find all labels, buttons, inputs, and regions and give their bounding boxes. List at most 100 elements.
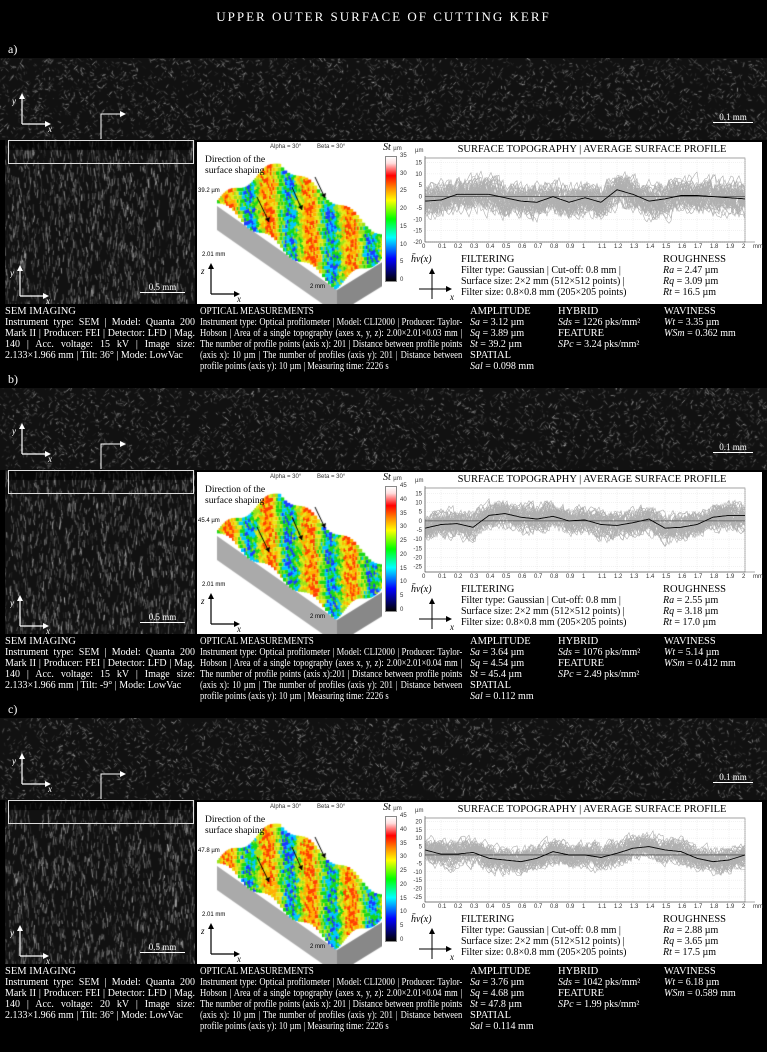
parameter: Rq = 3.09 µm: [663, 276, 719, 287]
hybrid-block: HYBRID Sds = 1042 pks/mm² FEATURE SPc = …: [558, 966, 641, 1010]
axes-icon: z x: [201, 593, 241, 632]
x-tick-label: 1.2: [614, 904, 623, 910]
measurement-panel: Alpha = 30° Beta = 30° Direction of the …: [197, 142, 763, 304]
y-tick-label: -10: [413, 537, 422, 543]
direction-label: Direction of the surface shaping: [205, 485, 266, 506]
x-tick-label: 0.4: [486, 904, 495, 910]
x-tick-label: 1.1: [598, 904, 607, 910]
svg-text:x: x: [45, 956, 50, 964]
x-tick-label: 2: [742, 574, 746, 580]
x-tick-label: 0.2: [454, 904, 463, 910]
colorbar-tick: 40: [400, 496, 407, 503]
parameter: Wt = 5.14 µm: [664, 647, 720, 658]
axes-icon: y x: [10, 265, 50, 304]
parameter: Rq = 3.65 µm: [663, 936, 719, 947]
direction-label: Direction of the surface shaping: [205, 815, 266, 836]
sem-strip-image: [0, 718, 767, 800]
x-tick-label: 1.1: [598, 244, 607, 250]
x-tick-label: 1.7: [694, 904, 703, 910]
colorbar-gradient: [385, 816, 397, 942]
surface-3d-image: [197, 142, 382, 304]
y-tick-label: -20: [413, 887, 422, 893]
colorbar-tick: 45: [400, 813, 407, 819]
y-tick-label: 0: [419, 853, 423, 859]
x-tick-label: 1.7: [694, 244, 703, 250]
x-tick-label: 1.2: [614, 244, 623, 250]
width-label: 2.01 mm: [202, 582, 226, 588]
y-tick-label: -5: [417, 206, 423, 212]
x-tick-label: 1.5: [662, 904, 671, 910]
y-tick-label: -15: [413, 229, 422, 235]
profile-trace: [424, 837, 746, 871]
x-tick-label: 0.8: [550, 574, 559, 580]
x-tick-label: 1.8: [710, 904, 719, 910]
x-tick-label: 1: [582, 574, 586, 580]
colorbar-tick: 35: [400, 510, 407, 517]
x-tick-label: 0.1: [438, 244, 447, 250]
hybrid-block: HYBRID Sds = 1226 pks/mm² FEATURE SPc = …: [558, 306, 641, 350]
beta-label: Beta = 30°: [317, 144, 346, 150]
sem-imaging-block: SEM IMAGING Instrument type: SEM | Model…: [5, 306, 195, 361]
y-tick-label: 10: [415, 501, 422, 507]
height-label: 45.4 µm: [198, 518, 220, 524]
x-tick-label: 0: [422, 904, 426, 910]
sem-image: [5, 799, 195, 964]
colorbar-unit: µm: [393, 476, 402, 482]
y-tick-label: -5: [417, 528, 423, 534]
optical-block: OPTICAL MEASUREMENTS Instrument type: Op…: [200, 306, 463, 372]
measurement-panel: Alpha = 30° Beta = 30° Direction of the …: [197, 472, 763, 634]
height-label: 47.8 µm: [198, 848, 220, 854]
x-tick-label: 1.4: [646, 244, 655, 250]
x-tick-label: 0.3: [470, 244, 479, 250]
colorbar-symbol: St: [383, 142, 391, 153]
svg-text:x: x: [449, 622, 454, 631]
colorbar-tick: 10: [400, 579, 407, 586]
x-tick-label: 0.3: [470, 904, 479, 910]
parameter: Ra = 2.88 µm: [663, 925, 719, 936]
average-profile-line: [424, 513, 745, 529]
average-profile-line: [424, 189, 746, 203]
length-label: 2 mm: [310, 614, 325, 620]
y-tick-label: -20: [413, 555, 422, 561]
colorbar-tick: 25: [400, 538, 407, 545]
sem-scale-bar: 0.5 mm: [140, 942, 185, 953]
chart-y-unit: µm: [415, 808, 424, 814]
colorbar-tick: 5: [400, 923, 404, 930]
x-tick-label: 1.3: [630, 574, 639, 580]
chart-title: SURFACE TOPOGRAPHY | AVERAGE SURFACE PRO…: [457, 474, 727, 485]
profile-trace: [424, 177, 746, 219]
x-tick-label: 0.8: [550, 244, 559, 250]
x-tick-label: 1.3: [630, 244, 639, 250]
parameter: St = 47.8 µm: [470, 999, 522, 1010]
amplitude-block: AMPLITUDE Sa = 3.64 µm Sq = 4.54 µm St = 4…: [470, 636, 534, 702]
y-tick-label: -25: [413, 565, 422, 571]
x-tick-label: 2: [742, 904, 746, 910]
filtering-block: FILTERING Filter type: Gaussian | Cut-of…: [461, 584, 627, 628]
arrow-icon: [100, 441, 126, 470]
svg-text:x: x: [236, 294, 241, 302]
sem-imaging-block: SEM IMAGING Instrument type: SEM | Model…: [5, 636, 195, 691]
y-tick-label: 20: [415, 819, 422, 825]
parameter: WSm = 0.362 mm: [664, 328, 736, 339]
profile-trace: [424, 835, 746, 874]
parameter: Sa = 3.12 µm: [470, 317, 525, 328]
parameter: St = 45.4 µm: [470, 669, 522, 680]
colorbar-tick: 15: [400, 223, 407, 230]
x-tick-label: 0.9: [566, 904, 575, 910]
parameter: Sa = 3.64 µm: [470, 647, 525, 658]
sem-strip-image: [0, 58, 767, 140]
strip-scale-bar: 0.1 mm: [713, 772, 753, 783]
measurement-panel: Alpha = 30° Beta = 30° Direction of the …: [197, 802, 763, 964]
axes-icon: x: [419, 928, 454, 961]
parameter: Sds = 1042 pks/mm²: [558, 977, 641, 988]
profile-trace: [424, 499, 746, 542]
x-tick-label: 1.1: [598, 574, 607, 580]
panel-label: a): [8, 42, 18, 56]
panel-label: b): [8, 372, 18, 386]
beta-label: Beta = 30°: [317, 804, 346, 810]
surface-3d-image: [197, 802, 382, 964]
colorbar-tick: 5: [400, 593, 404, 600]
colorbar-tick: 30: [400, 524, 407, 531]
parameter: Sds = 1076 pks/mm²: [558, 647, 641, 658]
colorbar-tick: 45: [400, 483, 407, 489]
